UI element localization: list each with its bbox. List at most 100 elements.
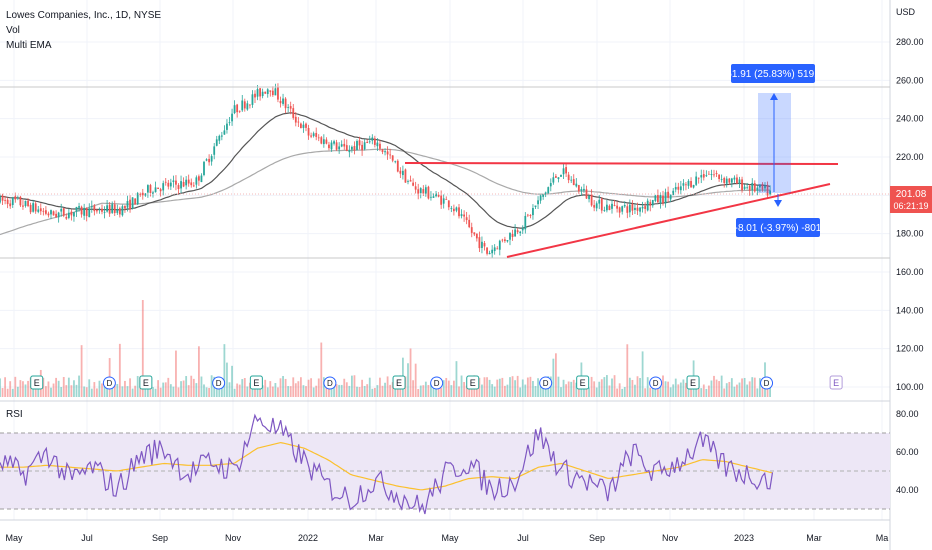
candle-body (746, 187, 749, 189)
volume-bar (52, 383, 55, 397)
volume-bar (6, 388, 9, 397)
candle-body (93, 205, 96, 212)
candle-body (685, 184, 687, 186)
earnings-marker[interactable]: E (829, 375, 843, 390)
dividend-marker[interactable]: D (430, 376, 444, 390)
volume-bar (154, 388, 157, 397)
candle-body (228, 122, 231, 124)
candle-body (60, 208, 63, 212)
earnings-marker[interactable]: E (466, 375, 480, 390)
candle-body (348, 150, 351, 153)
time-axis[interactable]: May Jul Sep Nov 2022 Mar May Jul Sep Nov 2023 Mar Ma (5, 533, 888, 543)
candle-body (351, 146, 353, 150)
dividend-marker[interactable]: D (212, 376, 226, 390)
volume-bar (333, 384, 335, 397)
volume-bar (516, 375, 519, 397)
volume-bar (572, 379, 575, 397)
candle-body (450, 208, 453, 209)
time-tick-label: Jul (517, 533, 529, 543)
volume-bar (210, 375, 213, 397)
candle-body (300, 123, 302, 129)
candle-body (616, 205, 618, 209)
time-tick-label: Sep (152, 533, 168, 543)
dividend-marker[interactable]: D (323, 376, 337, 390)
candle-body (328, 144, 330, 149)
rsi-axis[interactable]: 40.00 60.00 80.00 (896, 409, 919, 495)
earnings-marker[interactable]: E (139, 375, 153, 390)
legend-vol[interactable]: Vol (6, 25, 20, 36)
candle-body (460, 214, 463, 217)
volume-bar (282, 376, 284, 397)
candle-body (475, 233, 478, 239)
candle-body (50, 210, 52, 215)
candle-body (743, 186, 746, 189)
event-markers[interactable]: E E E E E E E ED D D D D D D (30, 375, 843, 390)
candle-body (373, 138, 376, 145)
volume-bar (389, 384, 392, 397)
price-tick-label: 120.00 (896, 344, 924, 354)
candle-body (399, 170, 402, 174)
candle-body (1, 195, 4, 201)
candle-body (595, 203, 598, 209)
candle-body (580, 189, 583, 191)
dividend-marker[interactable]: D (649, 376, 663, 390)
candle-body (159, 189, 162, 192)
legend-ema[interactable]: Multi EMA (6, 40, 52, 51)
volume-bar (149, 382, 152, 397)
candle-body (608, 205, 611, 211)
volume-bar (289, 386, 292, 397)
measure-up-label[interactable]: 51.91 (25.83%) 5191 (726, 64, 820, 83)
candle-body (277, 86, 279, 100)
earnings-marker[interactable]: E (392, 375, 406, 390)
support-trendline[interactable] (506, 183, 831, 258)
earnings-marker[interactable]: E (686, 375, 700, 390)
candle-body (345, 145, 348, 152)
candle-body (702, 174, 705, 178)
volume-bar (509, 377, 511, 397)
volume-bar (261, 385, 264, 397)
candle-body (169, 182, 172, 187)
resistance-trendline[interactable] (404, 162, 839, 165)
candle-body (251, 94, 254, 105)
volume-bar (141, 300, 144, 397)
dividend-marker[interactable]: D (102, 376, 116, 390)
candle-body (565, 167, 567, 174)
candle-body (371, 137, 374, 141)
dividend-marker[interactable]: D (539, 376, 553, 390)
candle-body (588, 195, 590, 200)
earnings-marker[interactable]: E (249, 375, 263, 390)
candle-body (634, 207, 636, 210)
earnings-marker[interactable]: E (576, 375, 590, 390)
candle-body (458, 207, 460, 217)
volume-bar (702, 384, 705, 397)
volume-bar (203, 384, 205, 397)
time-tick-label: Mar (368, 533, 384, 543)
volume-bar (243, 378, 246, 397)
legend-title[interactable]: Lowes Companies, Inc., 1D, NYSE (6, 10, 161, 21)
volume-bar (338, 384, 341, 397)
volume-bar (351, 375, 353, 397)
measure-down-label[interactable]: -8.01 (-3.97%) -801 (735, 218, 822, 237)
candle-body (226, 123, 228, 130)
earnings-marker[interactable]: E (30, 375, 44, 390)
volume-bar (279, 378, 282, 397)
volume-bar (124, 380, 126, 397)
dividend-marker[interactable]: D (760, 376, 774, 390)
currency-label: USD (896, 7, 916, 17)
volume-bar (246, 386, 249, 397)
candle-body (39, 208, 42, 212)
volume-bar (636, 376, 639, 397)
volume-bar (514, 380, 516, 397)
earnings-marker-letter: E (470, 378, 476, 388)
earnings-marker-box (139, 375, 153, 390)
volume-bar (317, 378, 320, 397)
dividend-marker-circle (430, 376, 444, 390)
candle-body (62, 208, 65, 216)
dividend-marker-letter: D (216, 379, 222, 388)
dividend-marker-circle (760, 376, 774, 390)
candle-body (198, 176, 200, 181)
candle-body (289, 106, 292, 109)
candle-body (108, 204, 111, 214)
candle-body (80, 206, 83, 215)
